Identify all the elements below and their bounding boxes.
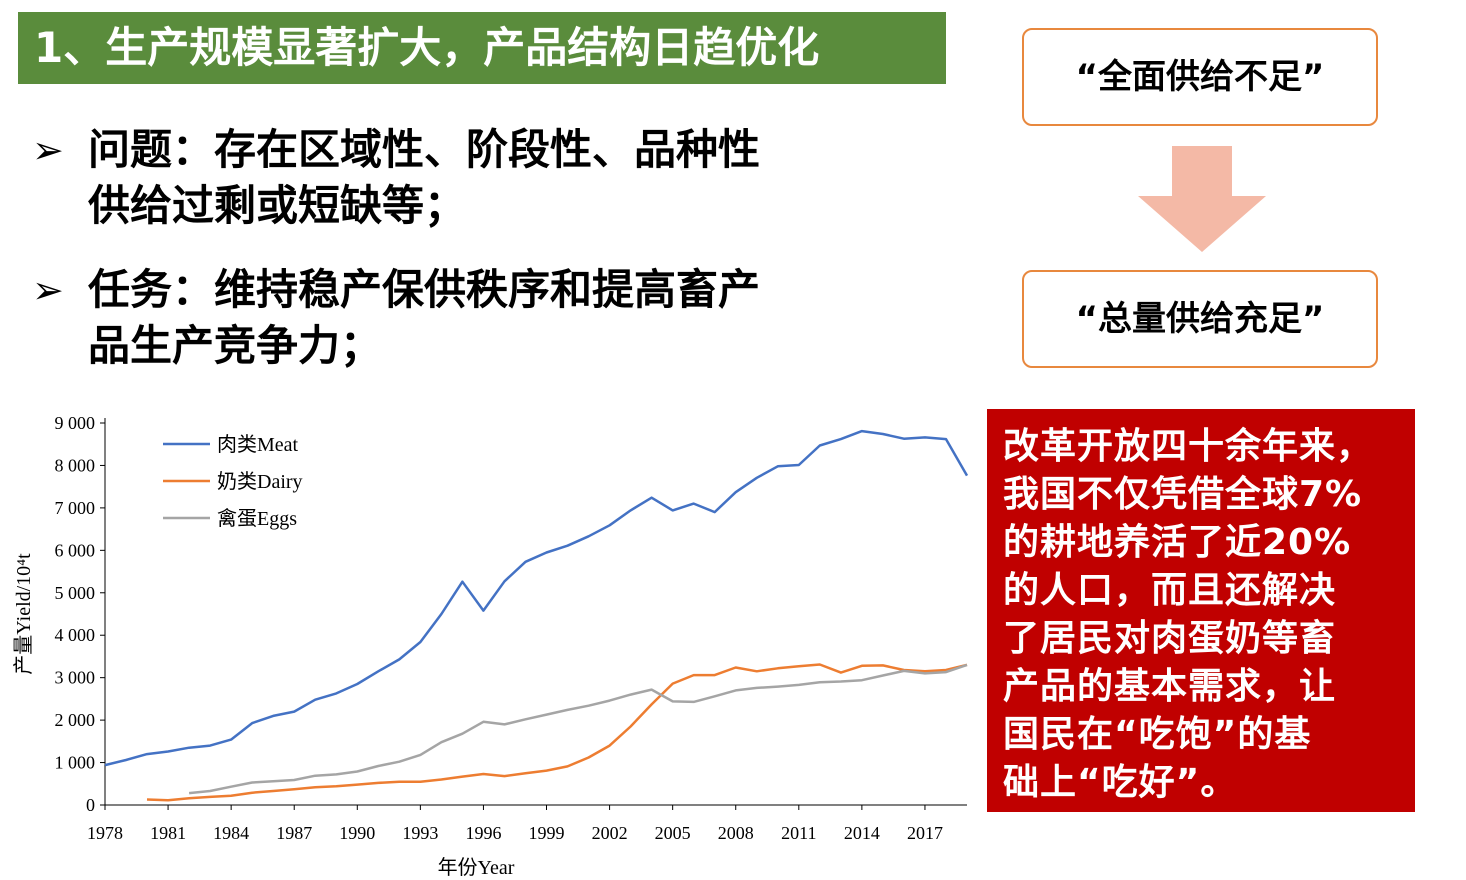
x-tick-label: 1990 xyxy=(339,823,375,843)
y-tick-label: 4 000 xyxy=(55,625,96,645)
x-tick-label: 1978 xyxy=(87,823,123,843)
arrow-bullet-icon: ➢ xyxy=(32,268,64,312)
x-tick-label: 2005 xyxy=(655,823,691,843)
slide-title: 1、生产规模显著扩大，产品结构日趋优化 xyxy=(18,12,946,84)
callout-box: 改革开放四十余年来， 我国不仅凭借全球7% 的耕地养活了近20% 的人口，而且还… xyxy=(987,409,1415,812)
x-tick-label: 2017 xyxy=(907,823,943,843)
legend-label: 禽蛋Eggs xyxy=(217,507,297,530)
x-tick-label: 1984 xyxy=(213,823,249,843)
down-arrow-icon xyxy=(1138,146,1266,252)
legend-label: 奶类Dairy xyxy=(217,470,303,493)
bullet-task-line-1: 任务：维持稳产保供秩序和提高畜产 xyxy=(88,265,761,314)
x-tick-label: 1987 xyxy=(276,823,312,843)
y-tick-label: 8 000 xyxy=(55,455,96,475)
x-tick-label: 2008 xyxy=(718,823,754,843)
y-tick-label: 1 000 xyxy=(55,753,96,773)
callout-line: 我国不仅凭借全球7% xyxy=(1003,474,1363,515)
x-tick-label: 1999 xyxy=(529,823,565,843)
x-tick-label: 1981 xyxy=(150,823,186,843)
y-tick-label: 9 000 xyxy=(55,413,96,433)
y-tick-label: 2 000 xyxy=(55,710,96,730)
series-line-3 xyxy=(188,663,968,795)
callout-line: 改革开放四十余年来， xyxy=(1003,426,1374,467)
series-line-1 xyxy=(104,429,969,767)
callout-line: 了居民对肉蛋奶等畜 xyxy=(1003,618,1337,659)
arrow-bullet-icon: ➢ xyxy=(32,128,64,172)
x-tick-label: 2002 xyxy=(592,823,628,843)
series-line-2 xyxy=(146,663,968,802)
bullet-task: ➢ 任务：维持稳产保供秩序和提高畜产 品生产竞争力； xyxy=(32,262,872,374)
bullet-problem: ➢ 问题：存在区域性、阶段性、品种性 供给过剩或短缺等； xyxy=(32,122,872,234)
callout-line: 的人口，而且还解决 xyxy=(1003,570,1337,611)
x-tick-label: 2011 xyxy=(781,823,816,843)
legend-label: 肉类Meat xyxy=(217,433,299,456)
flow-box-from: “全面供给不足” xyxy=(1022,28,1378,126)
y-tick-label: 6 000 xyxy=(55,540,96,560)
y-tick-label: 5 000 xyxy=(55,583,96,603)
y-tick-label: 3 000 xyxy=(55,668,96,688)
flow-box-to: “总量供给充足” xyxy=(1022,270,1378,368)
x-tick-label: 1996 xyxy=(465,823,501,843)
x-tick-label: 2014 xyxy=(844,823,880,843)
y-tick-label: 0 xyxy=(86,795,95,815)
x-axis-title: 年份Year xyxy=(438,856,515,879)
y-axis-title: 产量Yield/10⁴t xyxy=(12,553,35,675)
callout-line: 的耕地养活了近20% xyxy=(1003,522,1352,563)
bullet-problem-line-1: 问题：存在区域性、阶段性、品种性 xyxy=(88,125,761,174)
callout-line: 础上“吃好”。 xyxy=(1003,762,1238,803)
callout-line: 国民在“吃饱”的基 xyxy=(1003,714,1312,755)
bullet-task-line-2: 品生产竞争力； xyxy=(88,321,383,370)
bullet-problem-line-2: 供给过剩或短缺等； xyxy=(88,181,467,230)
callout-line: 产品的基本需求，让 xyxy=(1003,666,1337,707)
x-tick-label: 1993 xyxy=(402,823,438,843)
production-line-chart: 0 1 000 2 000 3 000 4 000 5 000 6 000 7 000 8 00… xyxy=(12,413,969,879)
y-tick-label: 7 000 xyxy=(55,498,96,518)
